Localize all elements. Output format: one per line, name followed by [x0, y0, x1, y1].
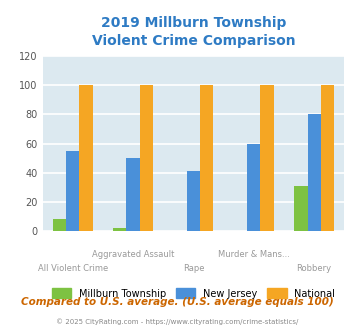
Bar — [294, 186, 307, 231]
Bar — [53, 219, 66, 231]
Title: 2019 Millburn Township
Violent Crime Comparison: 2019 Millburn Township Violent Crime Com… — [92, 16, 295, 48]
Text: Compared to U.S. average. (U.S. average equals 100): Compared to U.S. average. (U.S. average … — [21, 297, 334, 307]
Legend: Millburn Township, New Jersey, National: Millburn Township, New Jersey, National — [52, 288, 335, 299]
Text: All Violent Crime: All Violent Crime — [38, 264, 108, 273]
Bar — [261, 85, 274, 231]
Text: © 2025 CityRating.com - https://www.cityrating.com/crime-statistics/: © 2025 CityRating.com - https://www.city… — [56, 318, 299, 325]
Bar — [126, 158, 140, 231]
Bar — [187, 171, 200, 231]
Text: Aggravated Assault: Aggravated Assault — [92, 250, 174, 259]
Text: Robbery: Robbery — [297, 264, 332, 273]
Bar — [307, 115, 321, 231]
Bar — [80, 85, 93, 231]
Text: Murder & Mans...: Murder & Mans... — [218, 250, 290, 259]
Text: Rape: Rape — [183, 264, 204, 273]
Bar — [140, 85, 153, 231]
Bar — [66, 151, 80, 231]
Bar — [113, 228, 126, 231]
Bar — [200, 85, 213, 231]
Bar — [321, 85, 334, 231]
Bar — [247, 144, 261, 231]
